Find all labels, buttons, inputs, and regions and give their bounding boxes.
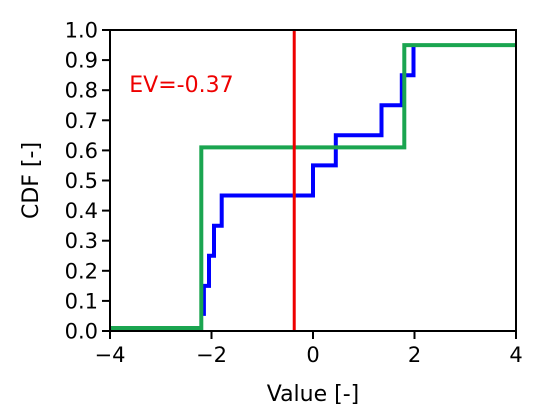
x-tick-label: −4	[95, 343, 126, 367]
y-tick-label: 0.6	[65, 139, 98, 163]
x-axis: −4 −2 0 2 4	[95, 331, 523, 367]
x-axis-title: Value [-]	[267, 382, 360, 407]
y-tick-label: 0.5	[65, 169, 98, 193]
y-tick-label: 0.8	[65, 79, 98, 103]
x-tick-label: −2	[196, 343, 227, 367]
y-axis: 0.0 0.1 0.2 0.3 0.4 0.5 0.6 0.7 0.8 0.9 1.0	[65, 19, 110, 344]
ev-annotation: EV=-0.37	[129, 73, 233, 98]
y-tick-label: 0.0	[65, 320, 98, 344]
x-tick-label: 0	[306, 343, 319, 367]
y-tick-label: 1.0	[65, 19, 98, 43]
y-axis-title: CDF [-]	[19, 142, 44, 219]
cdf-series-1	[201, 45, 416, 316]
y-tick-label: 0.2	[65, 259, 98, 283]
y-tick-label: 0.7	[65, 109, 98, 133]
y-tick-label: 0.1	[65, 289, 98, 313]
x-tick-label: 2	[408, 343, 421, 367]
y-tick-label: 0.3	[65, 229, 98, 253]
y-tick-label: 0.9	[65, 49, 98, 73]
cdf-series-2	[110, 43, 516, 330]
y-tick-label: 0.4	[65, 199, 98, 223]
x-tick-label: 4	[509, 343, 522, 367]
